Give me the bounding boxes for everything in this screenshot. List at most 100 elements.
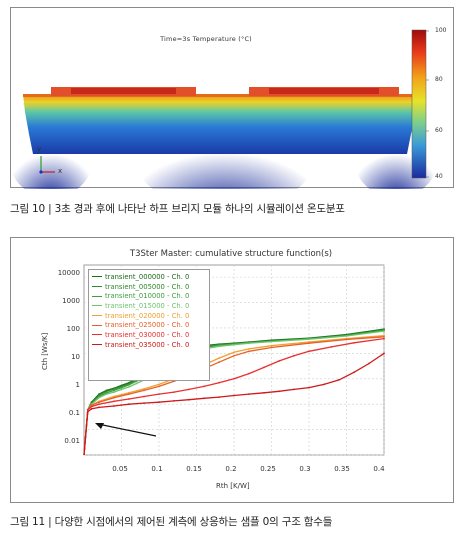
data-point xyxy=(86,410,89,413)
data-point xyxy=(353,341,355,344)
axis-triad-icon xyxy=(39,156,55,174)
right-substrate-hotspot xyxy=(249,87,399,96)
data-point xyxy=(143,388,145,390)
y-tick-label: 1 xyxy=(75,381,80,389)
figure-11-panel: T3Ster Master: cumulative structure func… xyxy=(10,237,454,503)
legend-label: transient_025000 - Ch. 0 xyxy=(105,321,190,330)
data-point xyxy=(323,383,325,386)
legend-label: transient_010000 - Ch. 0 xyxy=(105,292,190,301)
data-point xyxy=(105,390,108,393)
data-point xyxy=(203,385,205,388)
data-point xyxy=(158,385,160,388)
data-point xyxy=(113,400,115,403)
chart-title: T3Ster Master: cumulative structure func… xyxy=(129,249,333,259)
data-point xyxy=(308,386,310,389)
data-point xyxy=(113,388,115,390)
module-cross-section xyxy=(11,94,438,189)
data-point xyxy=(218,345,220,348)
thermal-simulation-view xyxy=(11,29,438,189)
legend-item: transient_020000 - Ch. 0 xyxy=(92,311,206,321)
data-point xyxy=(293,388,295,391)
axis-x-label: x xyxy=(58,167,63,175)
data-point xyxy=(233,377,235,380)
legend-item: transient_035000 - Ch. 0 xyxy=(92,340,206,350)
data-point xyxy=(270,344,273,347)
y-axis-label: Cth [Ws/K] xyxy=(41,332,49,370)
data-point xyxy=(368,362,370,365)
data-point xyxy=(120,388,123,391)
data-point xyxy=(203,397,205,400)
x-tick-label: 0.2 xyxy=(225,465,237,473)
simulation-title: Time=3s Temperature (°C) xyxy=(160,35,252,43)
legend-label: transient_015000 - Ch. 0 xyxy=(105,301,190,310)
data-point xyxy=(263,366,265,369)
data-point xyxy=(86,408,89,411)
legend-item: transient_000000 - Ch. 0 xyxy=(92,272,206,282)
y-tick-label: 1000 xyxy=(62,297,80,305)
data-point xyxy=(90,404,93,407)
x-tick-label: 0.3 xyxy=(299,465,311,473)
axis-y-label: y xyxy=(37,145,42,153)
data-point xyxy=(218,396,220,398)
data-point xyxy=(248,372,250,375)
data-point xyxy=(270,346,273,349)
data-point xyxy=(105,393,108,395)
colorbar-tick: 100 xyxy=(435,27,447,34)
data-point xyxy=(218,361,220,364)
data-point xyxy=(173,391,175,393)
x-tick-label: 0.05 xyxy=(112,465,128,473)
data-point xyxy=(248,350,250,353)
data-point xyxy=(383,335,385,338)
data-point xyxy=(135,382,138,385)
x-tick-label: 0.25 xyxy=(260,465,276,473)
data-point xyxy=(90,405,93,408)
data-point xyxy=(98,406,100,409)
legend-item: transient_010000 - Ch. 0 xyxy=(92,291,206,301)
legend-swatch xyxy=(92,286,102,288)
legend-item: transient_025000 - Ch. 0 xyxy=(92,320,206,330)
data-point xyxy=(128,403,130,406)
x-tick-label: 0.1 xyxy=(151,465,163,473)
figure-11-caption: 그림 11 | 다양한 시점에서의 제어된 계측에 상응하는 샘플 0의 구조 … xyxy=(10,516,333,528)
legend-label: transient_030000 - Ch. 0 xyxy=(105,330,190,339)
y-tick-label: 10000 xyxy=(57,269,80,277)
x-tick-label: 0.4 xyxy=(373,465,385,473)
figure-10-panel: Time=3s Temperature (°C) 100 80 60 40 y … xyxy=(10,7,454,189)
data-point xyxy=(113,389,115,392)
temperature-colorbar xyxy=(411,29,427,179)
data-point xyxy=(98,396,100,399)
data-point xyxy=(128,383,130,386)
data-point xyxy=(113,405,115,407)
data-point xyxy=(98,401,100,404)
data-point xyxy=(293,354,295,357)
data-point xyxy=(120,386,123,389)
legend-swatch xyxy=(92,334,102,336)
data-point xyxy=(188,388,190,391)
legend-swatch xyxy=(92,295,102,297)
annotation-arrow xyxy=(97,423,157,437)
legend-label: transient_020000 - Ch. 0 xyxy=(105,311,190,320)
data-point xyxy=(233,394,235,397)
data-point xyxy=(128,386,130,388)
legend-item: transient_030000 - Ch. 0 xyxy=(92,330,206,340)
x-tick-label: 0.35 xyxy=(334,465,350,473)
data-point xyxy=(143,395,145,398)
legend-label: transient_005000 - Ch. 0 xyxy=(105,282,190,291)
data-point xyxy=(308,350,310,353)
legend-swatch xyxy=(92,344,102,346)
data-point xyxy=(248,342,250,345)
data-point xyxy=(113,391,115,393)
colorbar-tick: 80 xyxy=(435,76,443,83)
y-tick-label: 0.1 xyxy=(68,409,80,417)
data-point xyxy=(128,398,130,400)
colorbar-tick: 40 xyxy=(435,173,443,180)
data-point xyxy=(218,357,220,359)
x-axis-label: Rth [K/W] xyxy=(216,482,250,490)
data-point xyxy=(353,371,355,374)
annotation-arrowhead xyxy=(95,423,104,429)
data-point xyxy=(128,391,130,394)
data-point xyxy=(158,383,160,386)
data-point xyxy=(173,400,175,402)
data-point xyxy=(233,354,235,357)
data-point xyxy=(383,330,385,332)
